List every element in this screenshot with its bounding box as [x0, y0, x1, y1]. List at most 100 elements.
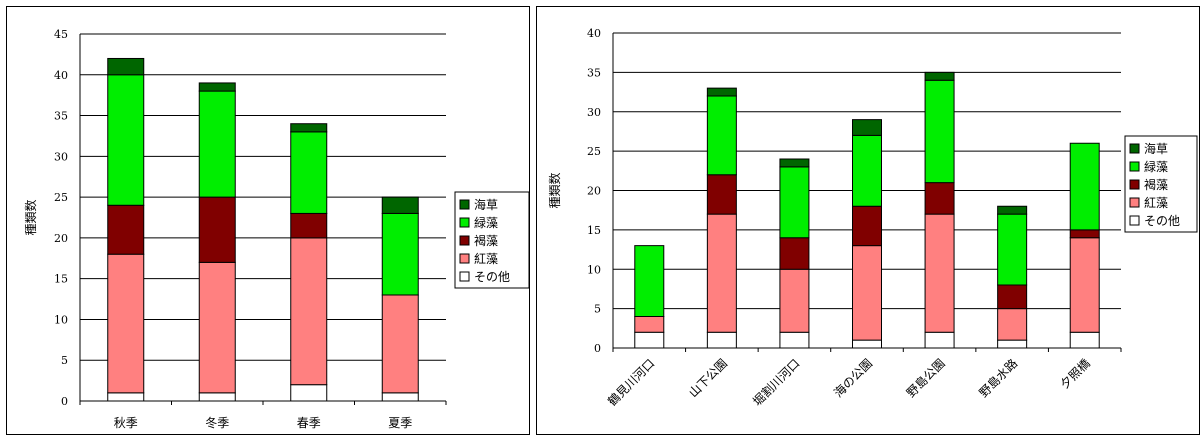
bar-segment: [852, 205, 882, 247]
bar-segment: [706, 95, 737, 176]
legend-swatch: [1129, 143, 1140, 154]
x-tick-label: 山下公園: [686, 356, 730, 400]
y-tick-label: 5: [61, 354, 68, 367]
bar-segment: [852, 134, 882, 207]
bar-segment: [924, 79, 955, 184]
bar-segment: [107, 204, 145, 255]
legend-swatch: [1129, 215, 1140, 226]
bar-segment: [1069, 142, 1100, 231]
legend-swatch: [459, 235, 470, 246]
bar-segment: [290, 131, 328, 214]
legend-label: 緑藻: [474, 215, 498, 230]
x-tick-label: 春季: [297, 416, 321, 430]
y-tick-label: 35: [54, 110, 68, 123]
bar-segment: [997, 308, 1028, 341]
bar-segment: [924, 213, 955, 333]
bar-segment: [779, 268, 810, 333]
legend-swatch: [1129, 179, 1140, 190]
legend-label: 紅藻: [1144, 196, 1168, 210]
bar-segment: [997, 213, 1028, 286]
x-tick-label: 野島公園: [903, 356, 948, 401]
bar-segment: [634, 331, 665, 349]
bar-segment: [779, 166, 810, 239]
bar-segment: [852, 245, 882, 341]
bar-segment: [706, 174, 737, 215]
bar-segment: [997, 284, 1028, 310]
bar-segment: [924, 331, 955, 349]
bar-segment: [198, 82, 236, 92]
legend-label: 海草: [1144, 141, 1168, 156]
bar-segment: [381, 196, 419, 214]
y-tick-label: 30: [587, 106, 601, 119]
x-tick-label: 堀割川河口: [750, 356, 803, 409]
bar-segment: [198, 392, 236, 402]
bar-segment: [634, 316, 665, 333]
y-tick-label: 20: [54, 232, 68, 245]
y-tick-label: 30: [54, 150, 68, 163]
bar-segment: [290, 237, 328, 386]
bar-segment: [779, 158, 810, 168]
y-axis-title: 種類数: [547, 172, 562, 208]
bar-segment: [1069, 229, 1100, 239]
y-tick-label: 40: [54, 69, 68, 82]
bar-segment: [107, 74, 145, 206]
chart-panel-right: 0 5 10 15 20 25 30 35 40 種類数 鶴見川河口 山下公園 堀割川河口 海の公園 野島公…: [536, 6, 1200, 435]
legend-label: その他: [474, 270, 510, 284]
y-tick-label: 5: [594, 303, 601, 316]
bar-segment: [997, 339, 1028, 349]
legend-swatch: [459, 217, 470, 228]
bar-segment: [1069, 331, 1100, 349]
y-tick-label: 15: [54, 273, 68, 286]
bar-segment: [381, 392, 419, 402]
x-tick-label: 冬季: [205, 415, 229, 430]
y-tick-label: 0: [61, 395, 68, 408]
bar-segment: [779, 331, 810, 349]
bar-segment: [198, 90, 236, 198]
bar-segment: [706, 331, 737, 349]
y-tick-label: 0: [594, 342, 601, 355]
bar-segment: [997, 205, 1028, 215]
legend-label: 褐藻: [474, 233, 498, 248]
y-tick-label: 15: [587, 224, 601, 237]
legend-label: 褐藻: [1144, 177, 1168, 192]
legend-swatch: [1129, 161, 1140, 172]
bar-segment: [107, 253, 145, 394]
bar-segment: [107, 392, 145, 402]
bar-segment: [779, 237, 810, 270]
legend-swatch: [459, 199, 470, 210]
bar-segment: [852, 119, 882, 136]
legend-swatch: [459, 271, 470, 282]
bar-segment: [107, 57, 145, 76]
bar-segment: [381, 212, 419, 296]
bar-segment: [924, 182, 955, 215]
bar-segment: [381, 294, 419, 394]
y-tick-label: 40: [587, 27, 601, 40]
bar-segment: [634, 245, 665, 317]
bar-segment: [290, 123, 328, 133]
legend-swatch: [459, 253, 470, 264]
bar-segment: [924, 71, 955, 81]
y-tick-label: 25: [54, 191, 68, 204]
legend-label: 緑藻: [1144, 159, 1168, 174]
y-tick-label: 35: [587, 66, 601, 79]
y-axis-title: 種類数: [23, 199, 38, 235]
legend-swatch: [1129, 197, 1140, 208]
bar-segment: [1069, 237, 1100, 333]
y-tick-label: 20: [587, 185, 601, 198]
legend-label: その他: [1144, 214, 1180, 228]
bar-segment: [706, 87, 737, 97]
y-tick-label: 45: [54, 28, 68, 41]
legend-label: 紅藻: [474, 252, 498, 266]
bar-segment: [706, 213, 737, 333]
x-tick-label: 秋季: [114, 416, 138, 430]
y-tick-label: 10: [587, 263, 601, 276]
y-tick-label: 25: [587, 145, 601, 158]
chart-panel-left: 0 5 10 15 20 25 30 35 40 45 種類数 秋季 冬季 春季 夏季 海草 緑藻 褐藻 紅藻 その他: [6, 6, 530, 435]
x-tick-label: 夏季: [388, 416, 412, 430]
legend-label: 海草: [474, 197, 498, 212]
bar-segment: [852, 339, 882, 349]
x-tick-label: 夕照橋: [1057, 356, 1092, 391]
x-tick-label: 鶴見川河口: [604, 356, 657, 409]
